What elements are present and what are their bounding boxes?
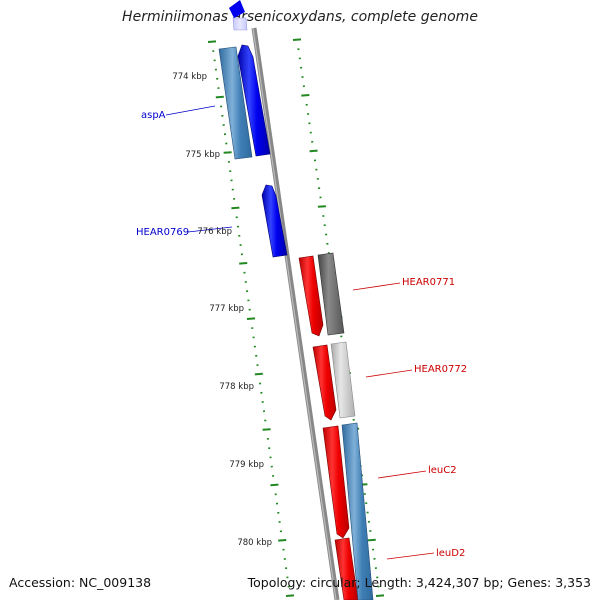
leader-line-hear0772 (365, 369, 413, 378)
gene-hear0772[interactable] (330, 341, 356, 419)
leader-line-hear0769 (187, 226, 233, 233)
scale-label: 774 kbp (172, 72, 207, 82)
gene-hear0771[interactable] (317, 252, 345, 336)
scale-tick-major (262, 428, 271, 431)
scale-label: 775 kbp (185, 150, 220, 160)
scale-tick-major (223, 151, 232, 154)
genome-title: Herminiimonas arsenicoxydans, complete g… (122, 9, 478, 25)
genome-summary-text: Topology: circular; Length: 3,424,307 bp… (247, 575, 591, 590)
leader-line-leud2 (386, 552, 435, 560)
accession-text: Accession: NC_009138 (9, 575, 152, 590)
genome-backbone (251, 27, 340, 600)
gene-hear0772-red[interactable] (312, 344, 337, 421)
gene-label-aspa[interactable]: aspA (141, 110, 166, 121)
gene-label-hear0771[interactable]: HEAR0771 (402, 277, 455, 288)
scale-tick-major (317, 205, 326, 208)
cds-feature-aspa[interactable] (218, 46, 253, 160)
scale-label: 780 kbp (237, 538, 272, 548)
scale-label: 776 kbp (197, 227, 232, 237)
gene-label-leud2[interactable]: leuD2 (436, 548, 465, 559)
scale-tick-major (270, 483, 279, 487)
scale-ticks-inner (207, 40, 295, 597)
cds-feature-leuc2[interactable] (341, 422, 374, 600)
leader-line-aspa (165, 105, 216, 116)
scale-tick-major (285, 594, 295, 597)
scale-tick-major (301, 94, 310, 97)
scale-tick-major (375, 594, 385, 597)
scale-tick-major (246, 317, 256, 320)
gene-hear0769[interactable] (261, 184, 288, 258)
gene-aspa[interactable] (237, 44, 271, 157)
scale-tick-major (207, 40, 217, 43)
scale-tick-major (292, 38, 302, 41)
genome-backbone-highlight (252, 27, 337, 600)
gene-hear0771-red[interactable] (298, 255, 324, 337)
gene-arrowhead-partial[interactable] (229, 0, 245, 18)
gene-leuc2-red[interactable] (322, 425, 350, 539)
gene-feature-partial[interactable] (232, 17, 248, 31)
scale-tick-major (309, 149, 318, 153)
scale-label: 778 kbp (219, 382, 254, 392)
scale-label: 779 kbp (229, 460, 264, 470)
leader-line-hear0771 (352, 282, 401, 291)
gene-label-leuc2[interactable]: leuC2 (428, 465, 457, 476)
scale-tick-major (254, 372, 263, 376)
gene-label-hear0772[interactable]: HEAR0772 (414, 364, 467, 375)
scale-tick-major (239, 262, 248, 265)
scale-label: 777 kbp (209, 304, 244, 314)
scale-tick-major (215, 95, 224, 99)
scale-tick-major (367, 538, 376, 542)
scale-tick-major (278, 539, 287, 542)
gene-leud2-red[interactable] (334, 537, 359, 600)
leader-line-leuc2 (377, 470, 427, 479)
scale-tick-major (231, 206, 240, 210)
gene-label-hear0769[interactable]: HEAR0769 (136, 227, 189, 238)
